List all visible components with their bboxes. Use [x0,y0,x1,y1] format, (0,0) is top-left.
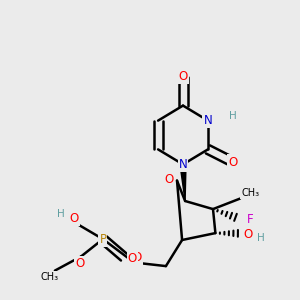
Text: H: H [229,111,237,121]
Text: N: N [203,114,212,127]
Polygon shape [180,164,186,201]
Text: H: H [57,208,65,219]
Text: O: O [244,227,253,241]
Text: O: O [128,252,137,265]
Text: O: O [228,155,237,169]
Text: H: H [256,233,264,243]
Text: N: N [178,158,188,171]
Text: F: F [247,213,254,226]
Text: CH₃: CH₃ [242,188,260,198]
Text: CH₃: CH₃ [40,272,58,282]
Text: O: O [178,70,188,83]
Text: O: O [70,212,79,225]
Text: O: O [133,250,142,264]
Text: O: O [75,256,84,270]
Text: P: P [99,232,106,246]
Text: O: O [165,172,174,186]
